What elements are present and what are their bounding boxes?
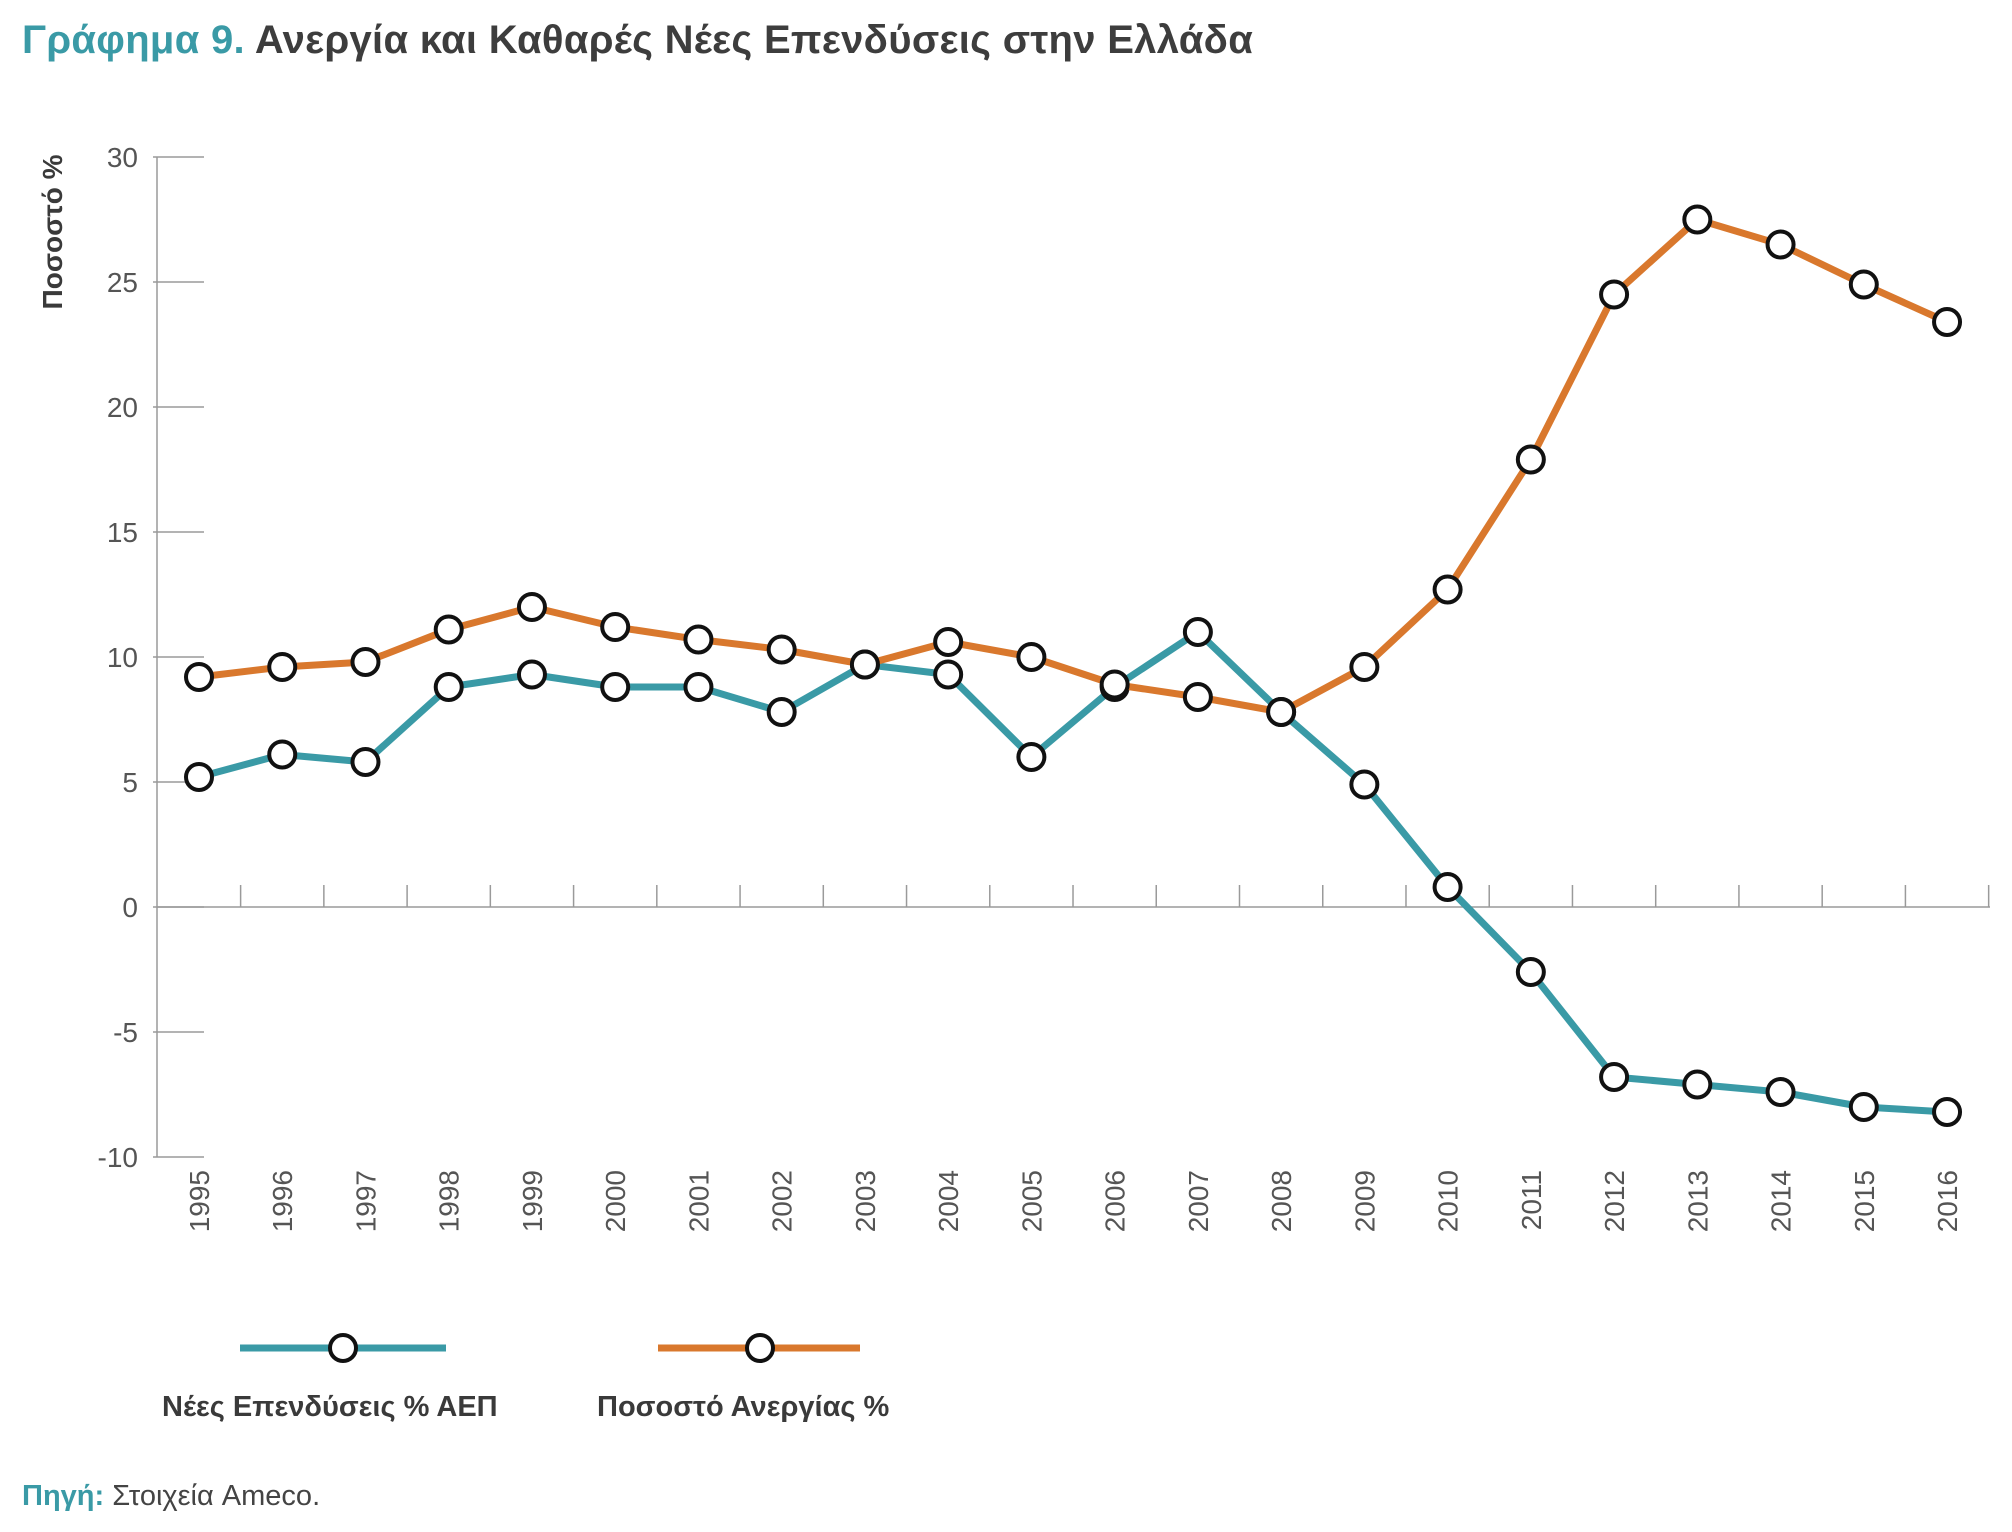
- y-tick-label: 20: [107, 392, 138, 423]
- chart-title-main: Ανεργία και Καθαρές Νέες Επενδύσεις στην…: [254, 18, 1254, 62]
- data-point: [350, 647, 381, 677]
- legend-item: Νέες Επενδύσεις % ΑΕΠ: [162, 1333, 498, 1423]
- data-point: [933, 627, 964, 657]
- x-tick-label: 2004: [933, 1170, 964, 1232]
- legend-marker: [745, 1333, 775, 1363]
- x-tick-label: 1995: [184, 1170, 215, 1232]
- y-axis-ticks: 30 25 20 15 10 5 0 -5 -10: [98, 142, 204, 1173]
- data-point: [600, 612, 631, 642]
- data-point: [1682, 204, 1713, 235]
- x-tick-label: 2003: [850, 1170, 881, 1232]
- data-point: [516, 659, 547, 690]
- data-point: [1432, 872, 1463, 902]
- source-note: Πηγή: Στοιχεία Ameco.: [22, 1480, 320, 1513]
- data-point: [1848, 269, 1879, 300]
- series-line: [195, 628, 1951, 1116]
- x-tick-label: 2001: [683, 1170, 714, 1232]
- data-point: [1349, 652, 1380, 682]
- y-tick-label: 0: [122, 892, 138, 923]
- data-point: [1432, 574, 1463, 605]
- x-tick-label: 2013: [1682, 1170, 1713, 1232]
- data-point: [350, 747, 381, 777]
- data-point: [1016, 742, 1047, 772]
- data-point: [184, 762, 214, 792]
- x-tick-label: 2000: [600, 1170, 631, 1232]
- x-tick-label: 2010: [1433, 1170, 1464, 1232]
- data-point: [1932, 307, 1963, 337]
- data-point: [1599, 279, 1630, 310]
- x-tick-label: 1997: [350, 1170, 381, 1232]
- data-point: [1682, 1069, 1713, 1100]
- x-tick-label: 2015: [1849, 1170, 1880, 1232]
- data-point: [1932, 1097, 1963, 1127]
- data-point: [267, 652, 298, 682]
- x-axis-ticks: 1995 1996 1997 1998 1999 2000 2001 2002 2003 2004…: [184, 885, 1990, 1232]
- series-line: [195, 216, 1951, 716]
- series-unemployment: [184, 204, 1963, 727]
- x-tick-label: 2007: [1183, 1170, 1214, 1232]
- data-point: [1515, 957, 1546, 987]
- x-tick-label: 2006: [1100, 1170, 1131, 1232]
- data-point: [600, 672, 631, 702]
- source-label: Πηγή:: [22, 1480, 105, 1512]
- x-tick-label: 2009: [1349, 1170, 1380, 1232]
- data-point: [766, 634, 797, 665]
- x-tick-label: 2016: [1932, 1170, 1963, 1232]
- chart-title-prefix: Γράφημα 9.: [22, 18, 245, 62]
- legend-label: Ποσοστό Ανεργίας %: [597, 1391, 890, 1423]
- data-point: [516, 592, 547, 622]
- data-point: [1765, 229, 1796, 260]
- data-point: [1182, 617, 1213, 647]
- x-tick-label: 1996: [267, 1170, 298, 1232]
- data-point: [849, 649, 880, 680]
- source-text: Στοιχεία Ameco.: [112, 1480, 321, 1512]
- x-tick-label: 2005: [1016, 1170, 1047, 1232]
- x-tick-label: 2011: [1516, 1170, 1547, 1230]
- data-point: [766, 697, 797, 727]
- legend-item: Ποσοστό Ανεργίας %: [597, 1333, 890, 1423]
- axes: [156, 157, 1990, 1157]
- legend-label: Νέες Επενδύσεις % ΑΕΠ: [162, 1391, 498, 1423]
- data-point: [683, 624, 714, 655]
- data-point: [1765, 1077, 1796, 1107]
- data-point: [683, 672, 714, 702]
- y-tick-label: -10: [98, 1142, 138, 1173]
- data-point: [433, 672, 464, 702]
- data-point: [933, 659, 964, 690]
- x-tick-label: 1999: [517, 1170, 548, 1232]
- x-tick-label: 2002: [767, 1170, 798, 1232]
- data-point: [267, 739, 298, 770]
- data-point: [1599, 1062, 1630, 1092]
- data-point: [1848, 1092, 1879, 1122]
- y-tick-label: 25: [107, 267, 138, 298]
- chart-title: Γράφημα 9. Ανεργία και Καθαρές Νέες Επεν…: [22, 18, 1253, 63]
- x-tick-label: 2014: [1766, 1170, 1797, 1232]
- y-tick-label: 30: [107, 142, 138, 173]
- y-tick-label: 15: [107, 517, 138, 548]
- data-point: [1016, 642, 1047, 672]
- series-lines: [184, 204, 1963, 1127]
- data-point: [433, 614, 464, 645]
- data-point: [1099, 669, 1130, 700]
- y-tick-label: -5: [113, 1017, 138, 1048]
- legend: Νέες Επενδύσεις % ΑΕΠ Ποσοστό Ανεργίας %: [162, 1333, 890, 1423]
- x-tick-label: 2008: [1266, 1170, 1297, 1232]
- data-point: [1266, 697, 1297, 727]
- y-tick-label: 10: [107, 642, 138, 673]
- data-point: [1515, 444, 1546, 475]
- x-tick-label: 1998: [434, 1170, 465, 1232]
- x-tick-label: 2012: [1599, 1170, 1630, 1232]
- series-investment: [184, 617, 1963, 1127]
- data-point: [1182, 682, 1213, 712]
- y-tick-label: 5: [122, 767, 138, 798]
- data-point: [1349, 769, 1380, 800]
- legend-marker: [328, 1333, 358, 1363]
- y-axis-title: Ποσοστό %: [37, 154, 68, 309]
- data-point: [184, 662, 214, 692]
